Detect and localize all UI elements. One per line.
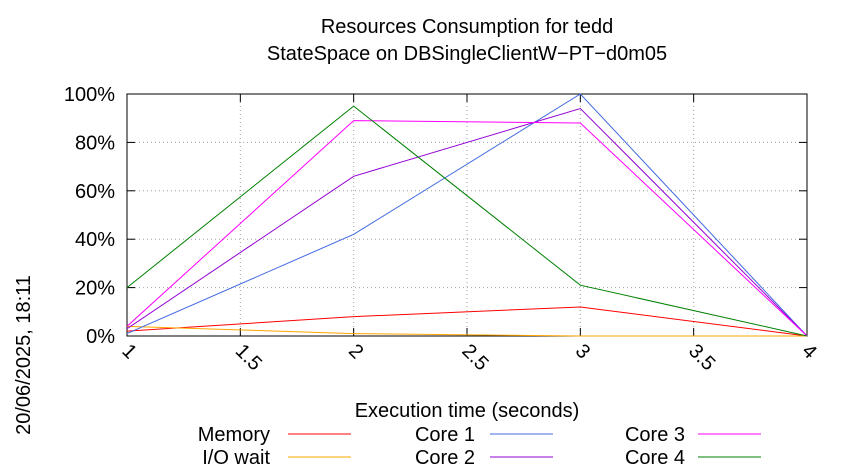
y-tick-label: 40% — [75, 229, 115, 251]
series-line-i-o-wait — [126, 325, 807, 337]
legend-label: Memory — [198, 424, 270, 446]
y-tick-label: 0% — [86, 326, 115, 348]
chart-title-line-2: StateSpace on DBSingleClientW−PT−d0m05 — [267, 43, 667, 65]
x-tick-label: 2.5 — [457, 340, 492, 375]
legend-label: Core 3 — [625, 424, 685, 446]
series-line-memory — [126, 306, 808, 337]
x-tick-label: 1.5 — [231, 340, 266, 375]
series-lines — [126, 93, 808, 337]
series-line-core-4 — [126, 105, 808, 337]
x-axis-ticks: 1 1.5 2 2.5 3 3.5 4 — [117, 94, 821, 375]
chart-title-line-1: Resources Consumption for tedd — [321, 16, 613, 38]
y-tick-label: 20% — [75, 278, 115, 300]
y-tick-label: 100% — [64, 84, 115, 106]
timestamp-side-label: 20/06/2025, 18:11 — [13, 275, 35, 435]
y-axis-ticks: 0% 20% 40% 60% 80% 100% — [64, 84, 807, 348]
legend-label: Core 4 — [625, 447, 685, 469]
series-line-core-1 — [126, 93, 808, 337]
y-tick-label: 60% — [75, 181, 115, 203]
legend-label: Core 2 — [415, 447, 475, 469]
legend-label: Core 1 — [415, 424, 475, 446]
legend-label: I/O wait — [202, 447, 270, 469]
series-line-core-3 — [126, 120, 808, 337]
x-axis-label: Execution time (seconds) — [355, 400, 580, 422]
grid — [127, 94, 807, 336]
x-tick-label: 1 — [117, 340, 140, 363]
x-tick-label: 4 — [797, 340, 820, 363]
series-line-core-2 — [126, 107, 808, 337]
y-tick-label: 80% — [75, 132, 115, 154]
x-tick-label: 2 — [344, 340, 367, 363]
x-tick-label: 3 — [571, 340, 594, 363]
x-tick-label: 3.5 — [684, 340, 719, 375]
